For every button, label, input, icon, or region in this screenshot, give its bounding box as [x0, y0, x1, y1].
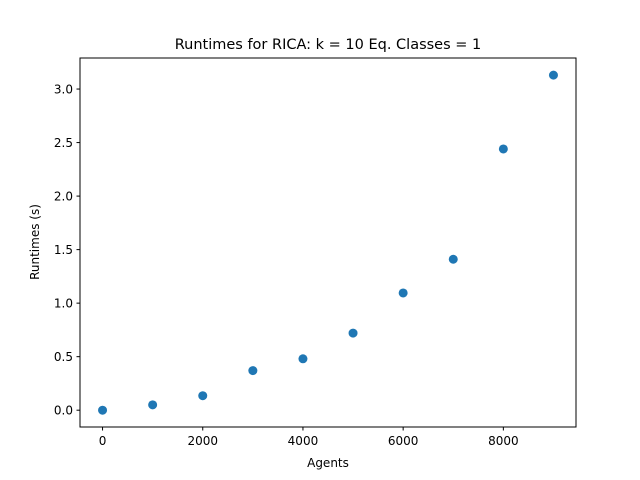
data-point: [548, 70, 558, 80]
x-tick-label: 6000: [388, 434, 419, 448]
data-point: [248, 366, 258, 376]
y-tick-label: 2.0: [54, 190, 73, 204]
data-point: [398, 288, 408, 298]
y-axis-label: Runtimes (s): [28, 204, 42, 280]
y-tick-label: 1.0: [54, 297, 73, 311]
y-tick-label: 2.5: [54, 136, 73, 150]
data-point: [198, 391, 208, 401]
y-tick-label: 0.5: [54, 350, 73, 364]
chart-title: Runtimes for RICA: k = 10 Eq. Classes = …: [175, 37, 482, 53]
data-point: [98, 405, 108, 415]
y-tick-label: 3.0: [54, 83, 73, 97]
y-tick-label: 0.0: [54, 404, 73, 418]
data-point: [448, 254, 458, 264]
x-tick-label: 4000: [288, 434, 319, 448]
data-point: [148, 400, 158, 410]
x-tick-label: 2000: [187, 434, 218, 448]
x-axis-label: Agents: [307, 456, 349, 470]
data-points: [98, 70, 558, 415]
data-point: [298, 354, 308, 364]
axis-ticks: 0 2000 4000 6000 8000 0.0 0.5 1.0 1.5 2.0 2.5 3.0: [54, 83, 519, 448]
data-point: [348, 328, 358, 338]
plot-frame: [79, 57, 577, 428]
x-tick-label: 8000: [488, 434, 519, 448]
x-tick-label: 0: [99, 434, 107, 448]
data-point: [498, 144, 508, 154]
y-tick-label: 1.5: [54, 243, 73, 257]
